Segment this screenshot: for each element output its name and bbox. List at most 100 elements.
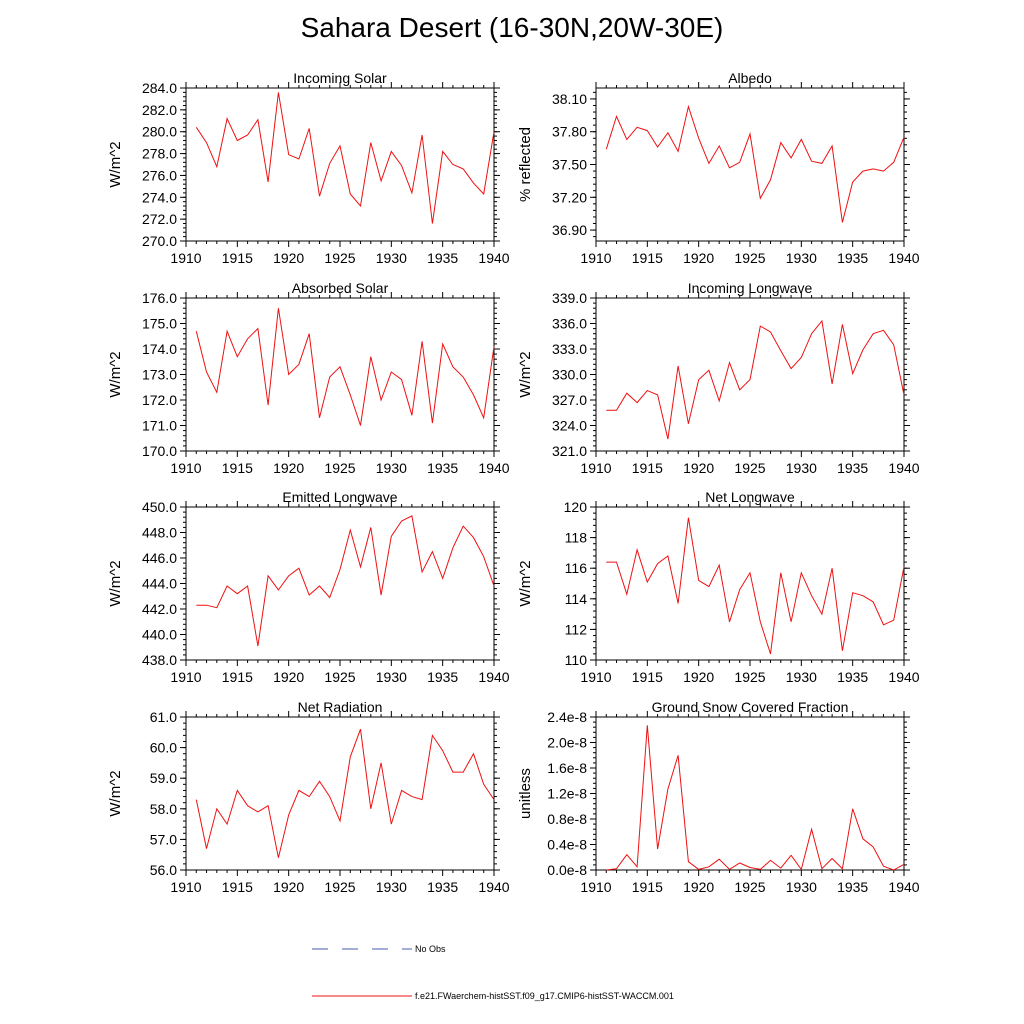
plot-frame <box>185 506 495 661</box>
x-tick-label: 1930 <box>786 460 817 476</box>
x-tick-label: 1930 <box>786 250 817 266</box>
x-tick-label: 1910 <box>580 669 611 685</box>
series-line <box>195 92 495 224</box>
y-tick-label: 270.0 <box>142 233 177 249</box>
panel-title: Absorbed Solar <box>292 280 389 296</box>
panel-title: Incoming Longwave <box>688 280 813 296</box>
legend-label-model-run: f.e21.FWaerchem-histSST.f09_g17.CMIP6-hi… <box>415 991 674 1001</box>
y-tick-label: 444.0 <box>142 576 177 592</box>
x-tick-label: 1910 <box>580 460 611 476</box>
y-axis-label: W/m^2 <box>517 351 534 397</box>
y-tick-label: 330.0 <box>552 367 587 383</box>
y-tick-label: 0.0e-8 <box>547 862 587 878</box>
y-tick-label: 321.0 <box>552 443 587 459</box>
x-tick-label: 1935 <box>837 460 868 476</box>
panel-ground-snow-covered-fraction: Ground Snow Covered Fraction 0.0e-8 0.4e-8… <box>517 699 920 895</box>
x-tick-label: 1930 <box>376 669 407 685</box>
x-tick-label: 1940 <box>888 460 919 476</box>
x-tick-label: 1920 <box>683 460 714 476</box>
y-tick-label: 61.0 <box>150 709 177 725</box>
y-tick-label: 170.0 <box>142 443 177 459</box>
series-line <box>606 725 905 871</box>
x-tick-label: 1925 <box>734 669 765 685</box>
y-tick-label: 1.6e-8 <box>547 760 587 776</box>
panel-emitted-longwave: Emitted Longwave 438.0 440.0 442.0 444.0 446.… <box>107 489 510 685</box>
x-tick-label: 1930 <box>786 879 817 895</box>
x-tick-label: 1925 <box>324 460 355 476</box>
y-tick-label: 57.0 <box>150 831 177 847</box>
y-tick-label: 1.2e-8 <box>547 786 587 802</box>
x-tick-label: 1940 <box>888 879 919 895</box>
x-tick-label: 1925 <box>324 669 355 685</box>
plot-frame <box>185 716 495 871</box>
y-tick-label: 327.0 <box>552 392 587 408</box>
y-tick-label: 440.0 <box>142 627 177 643</box>
x-tick-label: 1925 <box>734 250 765 266</box>
y-tick-label: 59.0 <box>150 770 177 786</box>
x-tick-label: 1915 <box>222 879 253 895</box>
x-tick-label: 1910 <box>170 250 201 266</box>
y-axis-label: W/m^2 <box>517 560 534 606</box>
series-line <box>195 308 495 426</box>
y-tick-label: 36.90 <box>552 222 587 238</box>
y-tick-label: 110 <box>565 652 588 668</box>
x-tick-label: 1915 <box>222 669 253 685</box>
x-tick-label: 1935 <box>837 669 868 685</box>
x-tick-label: 1910 <box>170 669 201 685</box>
x-tick-label: 1915 <box>632 669 663 685</box>
y-axis-label: W/m^2 <box>107 351 124 397</box>
y-tick-label: 284.0 <box>142 80 177 96</box>
panel-incoming-solar: Incoming Solar 270.0 272.0 274.0 276.0 278.0 2… <box>107 70 510 266</box>
x-tick-label: 1910 <box>580 879 611 895</box>
plot-frame <box>595 297 905 452</box>
x-tick-label: 1915 <box>222 250 253 266</box>
x-tick-label: 1925 <box>324 250 355 266</box>
y-axis-label: W/m^2 <box>107 141 124 187</box>
y-tick-label: 446.0 <box>142 550 177 566</box>
x-tick-label: 1925 <box>734 460 765 476</box>
y-tick-label: 2.0e-8 <box>547 735 587 751</box>
series-line <box>196 515 495 647</box>
y-tick-label: 173.0 <box>142 367 177 383</box>
y-tick-label: 324.0 <box>552 418 587 434</box>
y-axis-label: unitless <box>517 768 534 819</box>
x-tick-label: 1935 <box>427 669 458 685</box>
x-tick-label: 1935 <box>837 879 868 895</box>
y-tick-label: 58.0 <box>150 801 177 817</box>
x-tick-label: 1940 <box>478 879 509 895</box>
panel-title: Albedo <box>728 70 772 86</box>
x-tick-label: 1935 <box>427 250 458 266</box>
x-tick-label: 1910 <box>580 250 611 266</box>
y-tick-label: 0.4e-8 <box>547 837 587 853</box>
x-tick-label: 1910 <box>170 879 201 895</box>
y-tick-label: 276.0 <box>142 167 177 183</box>
y-tick-label: 450.0 <box>142 499 177 515</box>
panel-title: Ground Snow Covered Fraction <box>652 699 849 715</box>
panel-title: Incoming Solar <box>293 70 387 86</box>
y-tick-label: 60.0 <box>150 740 177 756</box>
x-tick-label: 1940 <box>888 250 919 266</box>
x-tick-label: 1920 <box>273 669 304 685</box>
plot-frame <box>185 297 495 452</box>
x-tick-label: 1935 <box>427 460 458 476</box>
y-tick-label: 272.0 <box>142 211 177 227</box>
y-tick-label: 56.0 <box>150 862 177 878</box>
y-tick-label: 280.0 <box>142 124 177 140</box>
x-tick-label: 1935 <box>427 879 458 895</box>
panel-incoming-longwave: Incoming Longwave 321.0 324.0 327.0 330.0 333… <box>517 280 920 476</box>
y-tick-label: 174.0 <box>142 341 177 357</box>
series-line <box>605 104 905 223</box>
x-tick-label: 1925 <box>734 879 765 895</box>
x-tick-label: 1915 <box>632 250 663 266</box>
y-tick-label: 114 <box>565 591 588 607</box>
x-tick-label: 1920 <box>273 250 304 266</box>
y-tick-label: 448.0 <box>142 525 177 541</box>
legend-label-no-obs: No Obs <box>415 944 446 954</box>
x-tick-label: 1915 <box>632 879 663 895</box>
x-tick-label: 1940 <box>478 250 509 266</box>
x-tick-label: 1930 <box>786 669 817 685</box>
panels: Incoming Solar 270.0 272.0 274.0 276.0 278.0 2… <box>107 70 920 895</box>
y-tick-label: 37.20 <box>552 189 587 205</box>
y-tick-label: 38.10 <box>552 91 587 107</box>
